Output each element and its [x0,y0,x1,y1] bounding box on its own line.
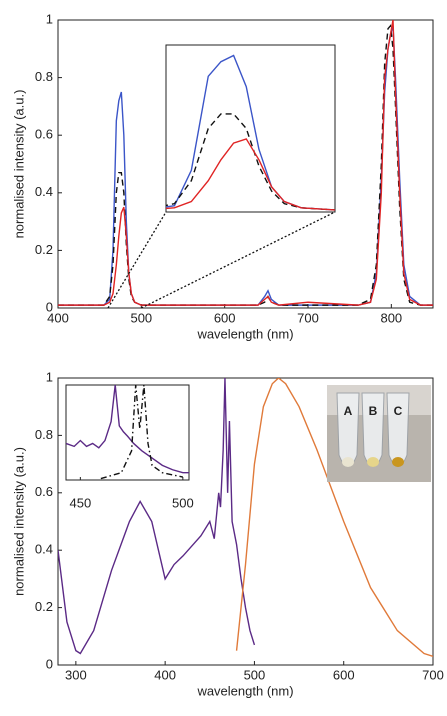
photo-inset: A B C [327,385,431,482]
plot-frame [57,377,434,666]
y-tick-label: 1 [46,11,53,26]
x-tick-label: 400 [154,667,176,682]
x-tick-label: 800 [380,310,402,325]
data-line [66,385,189,474]
x-axis-label: wavelength (nm) [196,683,293,698]
inset-x-tick-label: 450 [69,495,91,510]
x-tick-label: 400 [47,310,69,325]
y-tick-label: 0 [46,656,53,671]
tube-content [392,457,404,467]
y-tick-label: 0.6 [35,484,53,499]
y-axis-label: normalised intensity (a.u.) [11,90,26,239]
x-tick-label: 500 [130,310,152,325]
y-tick-label: 0 [46,299,53,314]
y-tick-label: 0.2 [35,242,53,257]
photo-label: C [394,404,403,418]
x-tick-label: 600 [214,310,236,325]
x-tick-label: 300 [65,667,87,682]
inset-frame [165,44,336,213]
data-line [166,54,335,211]
x-tick-label: 700 [297,310,319,325]
x-tick-label: 600 [333,667,355,682]
x-axis-label: wavelength (nm) [196,326,293,341]
y-tick-label: 0.8 [35,69,53,84]
tube-content [342,457,354,467]
y-tick-label: 0.6 [35,127,53,142]
zoom-connector [141,211,336,309]
x-tick-label: 500 [244,667,266,682]
x-tick-label: 700 [422,667,444,682]
data-line [166,138,335,211]
tube-content [367,457,379,467]
plot-frame [57,19,434,309]
y-tick-label: 0.4 [35,184,53,199]
data-line [58,378,256,655]
data-line [235,378,433,658]
data-line [100,385,183,480]
photo-label: A [344,404,353,418]
photo-label: B [369,404,378,418]
zoom-connector [107,211,167,309]
y-tick-label: 0.8 [35,427,53,442]
y-tick-label: 0.4 [35,542,53,557]
data-line [166,113,335,211]
y-tick-label: 1 [46,369,53,384]
inset-frame [65,384,190,481]
y-tick-label: 0.2 [35,599,53,614]
inset-x-tick-label: 500 [172,495,194,510]
y-axis-label: normalised intensity (a.u.) [11,447,26,596]
data-line [58,20,433,306]
